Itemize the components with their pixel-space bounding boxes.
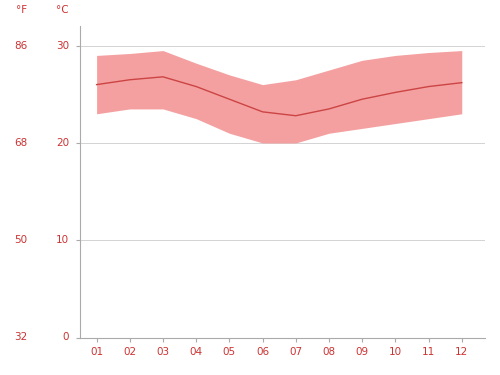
Text: °C: °C (56, 5, 69, 15)
Text: 32: 32 (14, 333, 27, 342)
Text: 50: 50 (14, 235, 27, 245)
Text: 30: 30 (56, 41, 69, 51)
Text: 86: 86 (14, 41, 27, 51)
Text: 68: 68 (14, 138, 27, 148)
Text: 10: 10 (56, 235, 69, 245)
Text: °F: °F (16, 5, 27, 15)
Text: 20: 20 (56, 138, 69, 148)
Text: 0: 0 (62, 333, 69, 342)
